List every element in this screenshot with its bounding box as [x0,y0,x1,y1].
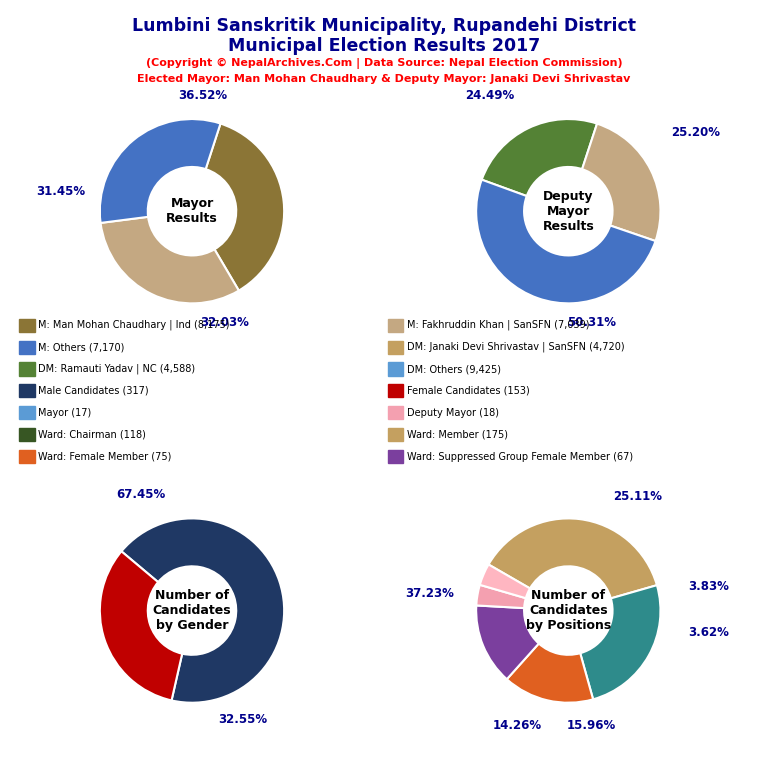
Text: Number of
Candidates
by Gender: Number of Candidates by Gender [153,589,231,632]
Text: 15.96%: 15.96% [567,719,616,732]
Text: 32.03%: 32.03% [200,316,249,329]
Text: Mayor (17): Mayor (17) [38,408,91,418]
Wedge shape [476,584,526,608]
Text: DM: Others (9,425): DM: Others (9,425) [407,364,501,374]
Text: M: Others (7,170): M: Others (7,170) [38,342,124,353]
Wedge shape [582,124,660,241]
Text: 24.49%: 24.49% [465,89,515,102]
Wedge shape [100,551,182,700]
Text: M: Fakhruddin Khan | SanSFN (7,039): M: Fakhruddin Khan | SanSFN (7,039) [407,320,590,330]
Text: Elected Mayor: Man Mohan Chaudhary & Deputy Mayor: Janaki Devi Shrivastav: Elected Mayor: Man Mohan Chaudhary & Dep… [137,74,631,84]
Wedge shape [480,564,530,598]
Text: Number of
Candidates
by Positions: Number of Candidates by Positions [525,589,611,632]
Text: 25.20%: 25.20% [671,126,720,139]
Text: Male Candidates (317): Male Candidates (317) [38,386,149,396]
Text: Ward: Member (175): Ward: Member (175) [407,429,508,440]
Text: Lumbini Sanskritik Municipality, Rupandehi District: Lumbini Sanskritik Municipality, Rupande… [132,17,636,35]
Wedge shape [100,119,220,223]
Text: M: Man Mohan Chaudhary | Ind (8,175): M: Man Mohan Chaudhary | Ind (8,175) [38,320,230,330]
Text: Deputy
Mayor
Results: Deputy Mayor Results [542,190,594,233]
Text: Mayor
Results: Mayor Results [166,197,218,225]
Text: 25.11%: 25.11% [613,490,662,503]
Text: Ward: Chairman (118): Ward: Chairman (118) [38,429,146,440]
Wedge shape [507,644,593,703]
Text: 50.31%: 50.31% [567,316,616,329]
Text: 14.26%: 14.26% [493,719,542,732]
Wedge shape [101,217,239,303]
Text: DM: Ramauti Yadav | NC (4,588): DM: Ramauti Yadav | NC (4,588) [38,364,196,374]
Text: (Copyright © NepalArchives.Com | Data Source: Nepal Election Commission): (Copyright © NepalArchives.Com | Data So… [146,58,622,69]
Wedge shape [476,605,539,679]
Text: Ward: Suppressed Group Female Member (67): Ward: Suppressed Group Female Member (67… [407,452,633,462]
Text: Ward: Female Member (75): Ward: Female Member (75) [38,452,172,462]
Wedge shape [488,518,657,598]
Text: 36.52%: 36.52% [178,89,227,102]
Text: 31.45%: 31.45% [37,184,86,197]
Text: DM: Janaki Devi Shrivastav | SanSFN (4,720): DM: Janaki Devi Shrivastav | SanSFN (4,7… [407,342,624,353]
Text: Female Candidates (153): Female Candidates (153) [407,386,530,396]
Text: 67.45%: 67.45% [117,488,166,502]
Text: 3.83%: 3.83% [688,581,729,594]
Text: Deputy Mayor (18): Deputy Mayor (18) [407,408,499,418]
Wedge shape [580,585,660,700]
Text: 32.55%: 32.55% [218,713,267,726]
Wedge shape [476,180,656,303]
Wedge shape [121,518,284,703]
Text: Municipal Election Results 2017: Municipal Election Results 2017 [228,37,540,55]
Wedge shape [206,124,284,290]
Text: 37.23%: 37.23% [406,587,455,600]
Wedge shape [482,119,597,196]
Text: 3.62%: 3.62% [688,627,729,640]
